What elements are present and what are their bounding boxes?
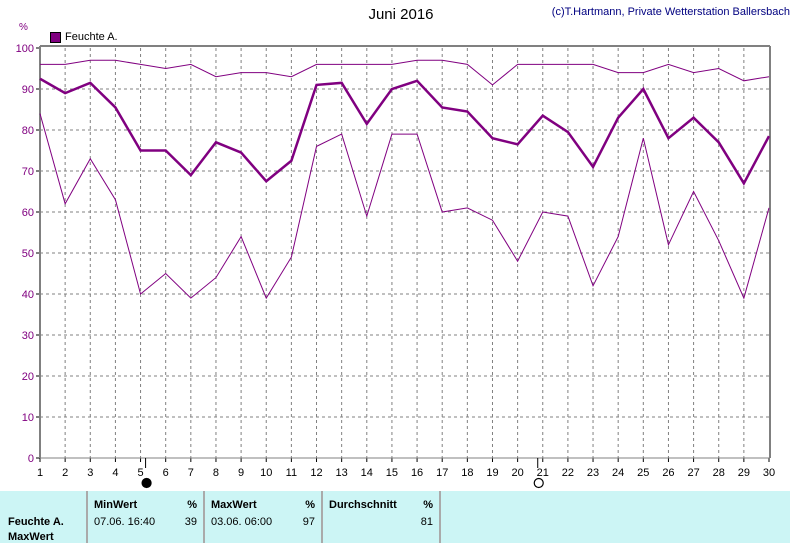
max-col: MaxWert % 03.06. 06:00 97 bbox=[205, 491, 323, 543]
x-tick-label: 22 bbox=[562, 467, 574, 479]
x-tick-label: 12 bbox=[310, 467, 322, 479]
full-moon-icon bbox=[533, 477, 544, 489]
x-tick-label: 27 bbox=[687, 467, 699, 479]
x-tick-label: 29 bbox=[738, 467, 750, 479]
legend: Feuchte A. bbox=[50, 31, 118, 43]
new-moon-icon bbox=[141, 477, 152, 489]
x-tick-label: 7 bbox=[188, 467, 194, 479]
max-date: 03.06. 06:00 bbox=[211, 516, 273, 528]
y-tick-label: 40 bbox=[22, 289, 34, 301]
x-tick-label: 17 bbox=[436, 467, 448, 479]
x-tick-label: 14 bbox=[361, 467, 373, 479]
avg-unit: % bbox=[423, 499, 433, 511]
y-tick-label: 30 bbox=[22, 330, 34, 342]
min-date: 07.06. 16:40 bbox=[94, 516, 156, 528]
series-line-max bbox=[40, 59, 770, 86]
x-tick-label: 21 bbox=[537, 467, 549, 479]
avg-col: Durchschnitt % 81 bbox=[323, 491, 441, 543]
series-line-min bbox=[39, 113, 770, 300]
x-tick-label: 6 bbox=[163, 467, 169, 479]
max-unit: % bbox=[305, 499, 315, 511]
x-tick-label: 4 bbox=[112, 467, 118, 479]
y-tick-label: 60 bbox=[22, 207, 34, 219]
x-tick-label: 15 bbox=[386, 467, 398, 479]
min-value: 39 bbox=[184, 516, 197, 528]
legend-swatch bbox=[50, 31, 61, 43]
legend-label: Feuchte A. bbox=[65, 31, 118, 43]
y-axis-unit: % bbox=[19, 22, 28, 33]
chart-title: Juni 2016 bbox=[368, 6, 434, 23]
avg-header: Durchschnitt bbox=[329, 499, 397, 511]
y-tick-label: 20 bbox=[22, 371, 34, 383]
x-tick-label: 5 bbox=[137, 467, 143, 479]
min-header: MinWert bbox=[94, 499, 138, 511]
y-tick-label: 70 bbox=[22, 166, 34, 178]
stats-table: Feuchte A. MaxWert MinWert % 07.06. 16:4… bbox=[0, 491, 790, 543]
y-tick-label: 0 bbox=[28, 453, 34, 465]
row-label-2: MaxWert bbox=[8, 531, 54, 543]
x-tick-label: 11 bbox=[286, 467, 297, 479]
x-tick-label: 3 bbox=[87, 467, 93, 479]
x-tick-label: 24 bbox=[612, 467, 624, 479]
x-tick-label: 1 bbox=[37, 467, 43, 479]
x-tick-label: 16 bbox=[411, 467, 423, 479]
x-tick-label: 10 bbox=[260, 467, 272, 479]
x-tick-label: 2 bbox=[62, 467, 68, 479]
x-tick-label: 26 bbox=[662, 467, 674, 479]
row-label: Feuchte A. bbox=[8, 516, 64, 528]
min-col: MinWert % 07.06. 16:40 39 bbox=[88, 491, 205, 543]
y-tick-label: 100 bbox=[16, 43, 34, 55]
avg-value: 81 bbox=[420, 516, 433, 528]
x-tick-label: 20 bbox=[511, 467, 523, 479]
x-tick-label: 28 bbox=[713, 467, 725, 479]
y-tick-label: 80 bbox=[22, 125, 34, 137]
copyright: (c)T.Hartmann, Private Wetterstation Bal… bbox=[551, 6, 790, 18]
max-header: MaxWert bbox=[211, 499, 257, 511]
x-tick-label: 19 bbox=[486, 467, 498, 479]
x-tick-label: 23 bbox=[587, 467, 599, 479]
x-tick-label: 9 bbox=[238, 467, 244, 479]
min-unit: % bbox=[187, 499, 197, 511]
x-tick-label: 30 bbox=[763, 467, 775, 479]
x-tick-label: 8 bbox=[213, 467, 219, 479]
series-line-avg bbox=[39, 77, 771, 186]
y-tick-label: 50 bbox=[22, 248, 34, 260]
x-tick-label: 25 bbox=[637, 467, 649, 479]
y-tick-label: 90 bbox=[22, 84, 34, 96]
x-tick-label: 13 bbox=[336, 467, 348, 479]
row-label-col: Feuchte A. MaxWert bbox=[0, 491, 88, 543]
max-value: 97 bbox=[302, 516, 315, 528]
y-tick-label: 10 bbox=[22, 412, 34, 424]
x-tick-label: 18 bbox=[461, 467, 473, 479]
